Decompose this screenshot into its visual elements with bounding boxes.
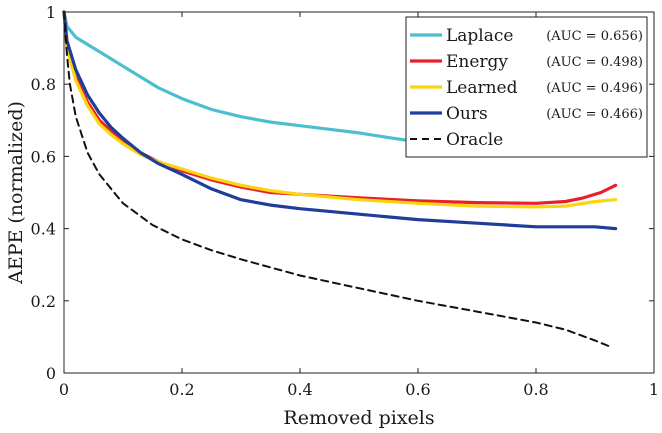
series-line-oracle	[63, 11, 614, 349]
axes	[63, 11, 655, 374]
y-axis-ticks: 0 0.2 0.4 0.6 0.8 1	[31, 3, 654, 383]
legend-label-learned: Learned	[446, 78, 518, 98]
series-line-ours	[62, 10, 618, 231]
series-line-energy	[62, 10, 618, 205]
legend-auc-energy: (AUC = 0.498)	[546, 55, 643, 70]
legend-label-energy: Energy	[446, 52, 508, 72]
x-axis-ticks: 0 0.2 0.4 0.6 0.8 1	[59, 12, 659, 399]
series-line-laplace	[62, 10, 408, 142]
legend-box	[405, 16, 648, 158]
x-tick-label: 0.2	[169, 380, 194, 399]
y-axis-label: AEPE (normalized)	[5, 101, 27, 285]
plot-frame	[63, 11, 655, 374]
y-tick-label: 1	[46, 3, 56, 22]
y-tick-label: 0.8	[31, 75, 56, 94]
y-tick-label: 0.6	[31, 147, 56, 166]
legend-label-laplace: Laplace	[446, 26, 513, 46]
legend: Laplace (AUC = 0.656) Energy (AUC = 0.498) L…	[405, 16, 648, 158]
legend-auc-laplace: (AUC = 0.656)	[546, 29, 643, 44]
series-lines	[62, 10, 618, 349]
y-tick-label: 0.4	[31, 220, 56, 239]
legend-auc-ours: (AUC = 0.466)	[546, 107, 643, 122]
x-tick-label: 0	[59, 380, 69, 399]
series-line-learned	[62, 10, 618, 209]
x-tick-label: 0.6	[405, 380, 430, 399]
y-tick-label: 0	[46, 364, 56, 383]
legend-label-oracle: Oracle	[446, 130, 503, 150]
x-tick-label: 0.4	[287, 380, 312, 399]
legend-auc-learned: (AUC = 0.496)	[546, 81, 643, 96]
x-tick-label: 1	[649, 380, 659, 399]
x-tick-label: 0.8	[523, 380, 548, 399]
x-axis-label: Removed pixels	[283, 407, 434, 429]
y-tick-label: 0.2	[31, 292, 56, 311]
legend-label-ours: Ours	[446, 104, 488, 124]
